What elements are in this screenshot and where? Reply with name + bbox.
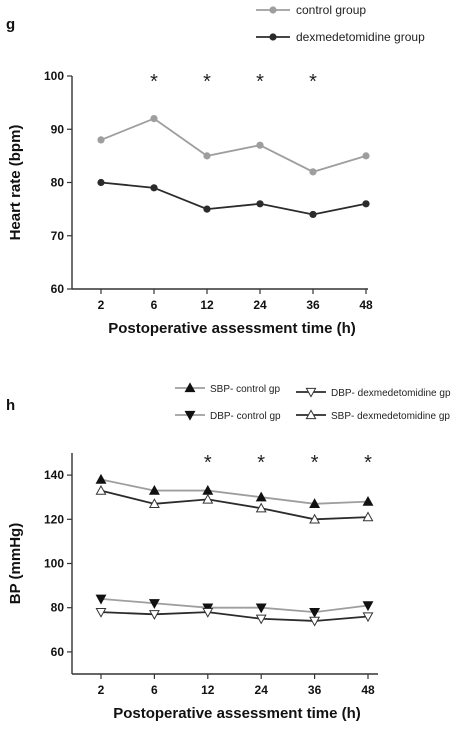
x-axis-title: Postoperative assessment time (h) bbox=[113, 705, 361, 722]
data-point bbox=[97, 178, 105, 187]
significance-star: * bbox=[364, 452, 372, 474]
data-point bbox=[255, 603, 267, 614]
x-tick-label: 24 bbox=[255, 683, 269, 697]
data-point bbox=[255, 502, 267, 513]
data-point bbox=[309, 616, 321, 627]
data-point bbox=[309, 498, 321, 509]
legend-label: SBP- dexmedetomidine gp bbox=[331, 411, 450, 422]
y-tick-label: 60 bbox=[51, 282, 65, 296]
data-point bbox=[150, 184, 158, 192]
data-point bbox=[309, 210, 317, 219]
significance-star: * bbox=[256, 71, 264, 93]
legend-marker bbox=[305, 387, 317, 398]
data-point bbox=[256, 141, 264, 149]
blood-pressure-series bbox=[95, 473, 374, 627]
data-point bbox=[362, 200, 370, 208]
legend-marker bbox=[184, 410, 196, 421]
significance-star: * bbox=[257, 452, 265, 474]
data-point bbox=[95, 484, 107, 495]
series-line bbox=[100, 478, 369, 505]
legend-label: dexmedetomidine group bbox=[296, 30, 425, 44]
data-point bbox=[148, 599, 160, 609]
panel-letter-g: g bbox=[6, 16, 15, 33]
legend-label: DBP- dexmedetomidine gp bbox=[331, 388, 451, 399]
x-tick-label: 36 bbox=[308, 683, 322, 697]
data-point bbox=[362, 601, 374, 612]
data-point bbox=[256, 200, 264, 208]
y-tick-label: 100 bbox=[44, 557, 64, 571]
x-tick-label: 48 bbox=[361, 683, 375, 697]
legend-label: DBP- control gp bbox=[210, 411, 281, 422]
data-point bbox=[95, 607, 107, 618]
legend-marker bbox=[184, 382, 196, 393]
data-point bbox=[148, 498, 160, 509]
significance-star: * bbox=[150, 71, 158, 93]
x-tick-label: 48 bbox=[359, 298, 373, 312]
y-tick-label: 120 bbox=[44, 512, 64, 526]
y-tick-label: 90 bbox=[51, 122, 65, 136]
series-line bbox=[100, 117, 367, 173]
y-tick-label: 70 bbox=[51, 229, 65, 243]
heart-rate-legend: control group dexmedetomidine group bbox=[256, 3, 425, 44]
blood-pressure-legend: SBP- control gp DBP- control gp DBP- dexme… bbox=[175, 382, 451, 422]
y-tick-label: 140 bbox=[44, 468, 64, 482]
data-point bbox=[95, 473, 107, 484]
data-point bbox=[255, 614, 267, 625]
data-point bbox=[362, 612, 374, 623]
x-axis-title: Postoperative assessment time (h) bbox=[108, 320, 356, 337]
x-tick-label: 2 bbox=[98, 298, 105, 312]
x-tick-label: 6 bbox=[151, 298, 158, 312]
y-tick-label: 80 bbox=[51, 601, 65, 615]
x-tick-label: 36 bbox=[306, 298, 320, 312]
legend-marker bbox=[305, 409, 317, 420]
data-point bbox=[255, 491, 267, 502]
y-axis-title: BP (mmHg) bbox=[7, 523, 24, 604]
data-point bbox=[362, 511, 374, 522]
data-point bbox=[148, 484, 160, 495]
x-tick-label: 12 bbox=[200, 298, 214, 312]
data-point bbox=[309, 607, 321, 618]
data-point bbox=[203, 205, 211, 213]
data-point bbox=[148, 610, 160, 620]
panel-letter-h: h bbox=[6, 397, 15, 414]
data-point bbox=[203, 152, 211, 160]
heart-rate-series bbox=[97, 115, 370, 219]
legend-marker bbox=[269, 33, 277, 41]
y-tick-label: 100 bbox=[44, 69, 64, 83]
data-point bbox=[309, 168, 317, 176]
x-tick-label: 12 bbox=[201, 683, 215, 697]
legend-marker bbox=[269, 6, 277, 14]
data-point bbox=[95, 594, 107, 605]
significance-star: * bbox=[203, 71, 211, 93]
y-tick-label: 80 bbox=[51, 176, 65, 190]
legend-label: control group bbox=[296, 3, 366, 17]
series-line bbox=[100, 611, 369, 622]
data-point bbox=[202, 493, 214, 504]
x-tick-label: 6 bbox=[151, 683, 158, 697]
data-point bbox=[150, 115, 158, 123]
series-line bbox=[100, 181, 367, 216]
data-point bbox=[362, 495, 374, 506]
series-line bbox=[100, 489, 369, 521]
significance-star: * bbox=[311, 452, 319, 474]
x-tick-label: 2 bbox=[98, 683, 105, 697]
series-line bbox=[100, 597, 369, 614]
data-point bbox=[309, 513, 321, 524]
legend-label: SBP- control gp bbox=[210, 384, 280, 395]
y-tick-label: 60 bbox=[51, 645, 65, 659]
data-point bbox=[97, 136, 105, 144]
significance-star: * bbox=[204, 452, 212, 474]
data-point bbox=[202, 607, 214, 618]
data-point bbox=[362, 152, 370, 160]
y-axis-title: Heart rate (bpm) bbox=[7, 125, 24, 241]
significance-star: * bbox=[309, 71, 317, 93]
x-tick-label: 24 bbox=[253, 298, 267, 312]
